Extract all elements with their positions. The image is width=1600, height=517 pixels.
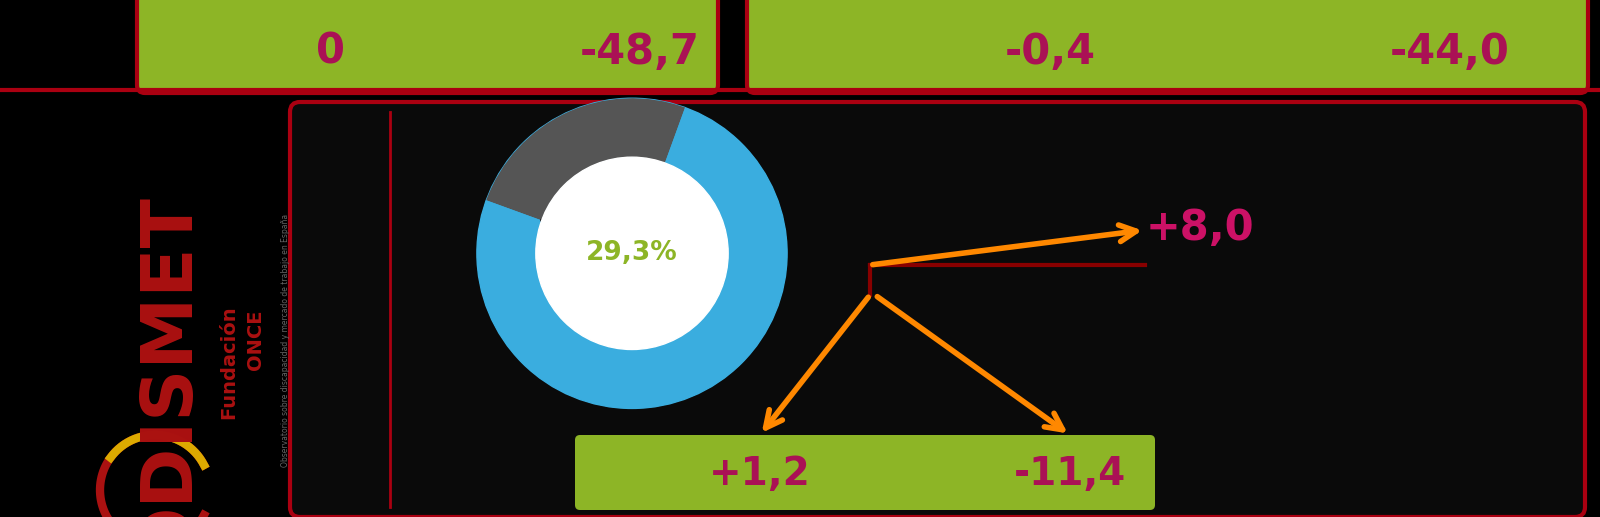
FancyBboxPatch shape [574, 435, 1155, 510]
FancyBboxPatch shape [138, 0, 718, 93]
Text: -0,4: -0,4 [1005, 31, 1096, 73]
Text: ODISMET: ODISMET [136, 194, 205, 517]
Text: -11,4: -11,4 [1014, 455, 1126, 493]
Circle shape [536, 157, 728, 349]
Text: 0: 0 [315, 31, 344, 73]
Text: +8,0: +8,0 [1146, 207, 1254, 249]
Text: -48,7: -48,7 [579, 31, 701, 73]
Wedge shape [477, 108, 787, 408]
Text: -44,0: -44,0 [1390, 31, 1510, 73]
FancyBboxPatch shape [290, 102, 1586, 517]
Text: +1,2: +1,2 [709, 455, 811, 493]
Text: Observatorio sobre discapacidad y mercado de trabajo en España: Observatorio sobre discapacidad y mercad… [280, 214, 290, 466]
Text: 29,3%: 29,3% [586, 240, 678, 266]
Text: Fundación: Fundación [221, 300, 240, 420]
FancyBboxPatch shape [747, 0, 1587, 93]
Circle shape [477, 98, 787, 408]
Text: ONCE: ONCE [245, 310, 264, 370]
Wedge shape [486, 98, 685, 220]
